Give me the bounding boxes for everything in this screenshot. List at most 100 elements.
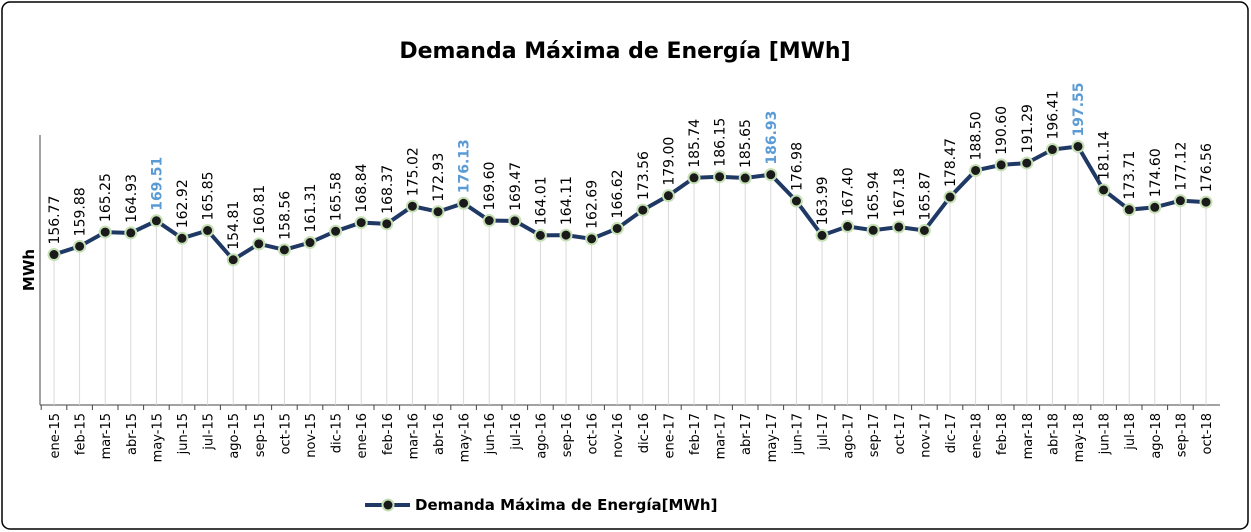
- data-label: 158.56: [277, 191, 293, 240]
- data-label: 173.56: [636, 151, 652, 200]
- data-label: 169.51: [149, 157, 165, 211]
- marker: [175, 231, 189, 245]
- data-label: 186.93: [764, 111, 780, 165]
- x-tick-label: sep-18: [1174, 413, 1189, 457]
- data-label: 160.81: [252, 185, 268, 234]
- marker: [713, 170, 727, 184]
- data-label: 168.84: [354, 163, 370, 212]
- data-label: 175.02: [405, 147, 421, 196]
- data-label: 161.31: [303, 184, 319, 233]
- data-label: 185.74: [687, 119, 703, 168]
- data-label: 166.62: [610, 169, 626, 218]
- marker: [354, 216, 368, 230]
- marker: [482, 214, 496, 228]
- x-tick-label: mar-18: [1021, 413, 1036, 459]
- data-label: 167.40: [841, 167, 857, 216]
- data-label: 165.94: [866, 171, 882, 220]
- marker: [124, 226, 138, 240]
- marker: [431, 205, 445, 219]
- x-tick-label: oct-17: [893, 413, 908, 454]
- x-tick-label: feb-17: [688, 413, 703, 455]
- x-tick-label: ene-16: [355, 413, 370, 458]
- marker: [764, 168, 778, 182]
- x-tick-label: mar-17: [714, 413, 729, 459]
- marker: [277, 243, 291, 257]
- data-label: 156.77: [47, 196, 63, 245]
- data-label: 174.60: [1148, 148, 1164, 197]
- marker: [610, 221, 624, 235]
- chart-title: Demanda Máxima de Energía [MWh]: [399, 39, 850, 64]
- x-tick-label: abr-15: [125, 413, 140, 455]
- marker: [457, 196, 471, 210]
- x-tick-label: dic-15: [330, 413, 345, 453]
- marker: [201, 223, 215, 237]
- data-label: 169.47: [508, 162, 524, 211]
- data-label: 186.15: [713, 118, 729, 167]
- data-label: 165.25: [98, 173, 114, 222]
- data-label: 168.37: [380, 165, 396, 214]
- data-label: 159.88: [73, 187, 89, 236]
- x-tick-label: may-17: [765, 413, 780, 462]
- x-tick-label: abr-17: [739, 413, 754, 455]
- marker: [559, 228, 573, 242]
- data-label: 164.93: [124, 174, 140, 223]
- marker: [380, 217, 394, 231]
- data-label: 162.92: [175, 179, 191, 228]
- x-tick-label: nov-16: [611, 413, 626, 458]
- marker: [892, 220, 906, 234]
- data-label: 169.60: [482, 162, 498, 211]
- data-label: 165.87: [917, 171, 933, 220]
- x-tick-label: jul-16: [509, 413, 524, 451]
- x-tick-label: nov-17: [918, 413, 933, 458]
- data-label: 173.71: [1122, 151, 1138, 200]
- x-tick-label: feb-16: [381, 413, 396, 455]
- x-tick-label: sep-17: [867, 413, 882, 457]
- data-label: 178.47: [943, 138, 959, 187]
- x-tick-label: nov-15: [304, 413, 319, 458]
- data-label: 188.50: [969, 111, 985, 160]
- data-label: 164.01: [533, 176, 549, 225]
- marker: [661, 189, 675, 203]
- marker: [789, 194, 803, 208]
- legend-marker: [381, 498, 395, 512]
- series-line: [53, 144, 1207, 263]
- x-tick-label: abr-16: [432, 413, 447, 455]
- marker: [1199, 195, 1213, 209]
- marker: [98, 225, 112, 239]
- data-label: 167.18: [892, 168, 908, 217]
- marker: [815, 228, 829, 242]
- x-tick-label: ene-17: [662, 413, 677, 458]
- marker: [1173, 194, 1187, 208]
- marker: [943, 190, 957, 204]
- x-tick-label: jun-18: [1098, 413, 1113, 455]
- x-tick-label: feb-15: [74, 413, 89, 455]
- data-label: 191.29: [1020, 104, 1036, 153]
- marker: [405, 199, 419, 213]
- x-tick-label: mar-16: [406, 413, 421, 459]
- data-label: 197.55: [1071, 82, 1087, 136]
- marker: [329, 224, 343, 238]
- x-tick-label: oct-18: [1200, 413, 1215, 454]
- marker: [585, 232, 599, 246]
- marker: [1071, 139, 1085, 153]
- x-tick-label: jul-17: [816, 413, 831, 451]
- x-tick-label: may-18: [1072, 413, 1087, 462]
- x-tick-label: may-15: [150, 413, 165, 462]
- marker: [73, 239, 87, 253]
- data-label: 176.56: [1199, 143, 1215, 192]
- x-tick-label: abr-18: [1046, 413, 1061, 455]
- marker: [252, 237, 266, 251]
- marker: [1045, 143, 1059, 157]
- data-label: 162.69: [585, 180, 601, 229]
- x-tick-label: ene-15: [48, 413, 63, 458]
- legend-label: Demanda Máxima de Energía[MWh]: [415, 496, 717, 514]
- x-tick-label: feb-18: [995, 413, 1010, 455]
- data-label: 165.85: [201, 171, 217, 220]
- data-label: 196.41: [1045, 91, 1061, 140]
- marker: [1148, 200, 1162, 214]
- x-tick-label: ene-18: [970, 413, 985, 458]
- marker: [533, 228, 547, 242]
- y-axis-label: MWh: [20, 249, 38, 291]
